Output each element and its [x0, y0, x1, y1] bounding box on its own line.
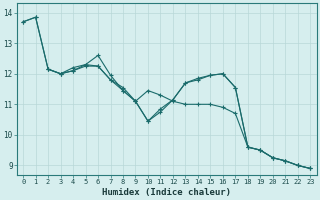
X-axis label: Humidex (Indice chaleur): Humidex (Indice chaleur) — [102, 188, 231, 197]
